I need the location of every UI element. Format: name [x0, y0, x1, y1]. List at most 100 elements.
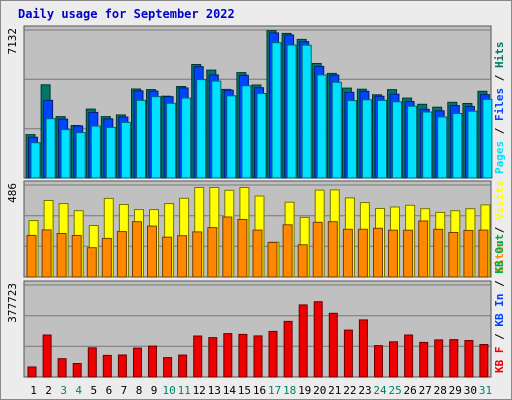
bar-pages-day-21: [331, 81, 342, 179]
bar-sites-day-14: [222, 216, 233, 278]
bar-sites-day-8: [132, 221, 142, 278]
bar-pages-day-14: [226, 95, 237, 179]
legend-separator: /: [493, 68, 506, 88]
bar-kb-f-day-18: [283, 320, 293, 378]
bar-kb-f-day-19: [298, 304, 308, 378]
x-tick-label-day-30: 30: [464, 384, 477, 397]
x-tick-label-day-9: 9: [151, 384, 158, 397]
bar-sites-day-6: [101, 237, 112, 278]
bar-kb-f-day-31: [479, 344, 489, 378]
legend-separator: /: [493, 121, 506, 141]
chart-title: Daily usage for September 2022: [18, 7, 235, 21]
bar-sites-day-16: [252, 229, 263, 278]
bar-kb-f-day-1: [27, 366, 37, 378]
legend-separator: /: [493, 220, 506, 240]
bar-pages-day-1: [30, 142, 41, 179]
bar-sites-day-30: [463, 229, 474, 278]
bar-kb-f-day-2: [42, 334, 52, 378]
bar-kb-f-day-15: [238, 333, 248, 378]
bar-sites-day-17: [267, 242, 278, 278]
x-tick-label-day-19: 19: [298, 384, 311, 397]
bar-sites-day-4: [71, 235, 82, 278]
x-tick-label-day-27: 27: [419, 384, 432, 397]
legend-kb-in: KB In: [493, 294, 506, 327]
bar-kb-f-day-8: [133, 347, 142, 378]
bar-pages-day-30: [467, 110, 478, 179]
bar-kb-f-day-21: [328, 312, 338, 378]
bar-pages-day-20: [316, 74, 327, 179]
x-tick-label-day-1: 1: [30, 384, 37, 397]
bar-sites-day-18: [282, 224, 293, 278]
bar-sites-day-26: [403, 229, 414, 278]
bar-pages-day-28: [437, 116, 448, 179]
panel-2-legend: Sites / Visits: [493, 180, 506, 273]
bar-pages-day-24: [377, 99, 387, 179]
bar-kb-f-day-22: [343, 329, 353, 378]
x-tick-label-day-28: 28: [434, 384, 447, 397]
bar-pages-day-18: [286, 44, 297, 179]
bar-sites-day-10: [162, 236, 173, 278]
x-tick-label-day-6: 6: [106, 384, 113, 397]
legend-files: Files: [493, 88, 506, 121]
x-tick-label-day-23: 23: [358, 384, 371, 397]
x-tick-label-day-21: 21: [328, 384, 341, 397]
bar-pages-day-10: [166, 102, 177, 179]
bar-pages-day-4: [75, 132, 86, 179]
bar-kb-f-day-17: [268, 330, 278, 378]
legend-separator: /: [493, 274, 506, 294]
bar-sites-day-5: [86, 247, 97, 278]
bar-sites-day-20: [312, 221, 323, 278]
bar-pages-day-2: [45, 118, 56, 179]
bar-kb-f-day-3: [57, 358, 67, 378]
x-tick-label-day-15: 15: [238, 384, 251, 397]
x-tick-label-day-14: 14: [223, 384, 237, 397]
bar-pages-day-5: [90, 125, 101, 179]
legend-hits: Hits: [493, 42, 506, 69]
bar-pages-day-12: [196, 79, 207, 179]
bar-kb-f-day-4: [72, 363, 82, 378]
bar-kb-f-day-13: [208, 337, 218, 378]
x-tick-label-day-8: 8: [136, 384, 143, 397]
x-tick-label-day-22: 22: [343, 384, 356, 397]
legend-kb-out: KB Out: [493, 234, 506, 274]
bar-kb-f-day-9: [148, 345, 157, 378]
x-tick-label-day-4: 4: [75, 384, 82, 397]
bar-sites-day-31: [478, 229, 489, 278]
bar-kb-f-day-25: [389, 341, 398, 378]
x-tick-label-day-31: 31: [479, 384, 492, 397]
legend-visits: Visits: [493, 180, 506, 220]
bar-kb-f-day-30: [464, 340, 474, 378]
bar-pages-day-19: [301, 44, 312, 179]
bar-sites-day-2: [41, 229, 52, 278]
legend-separator: /: [493, 327, 506, 347]
bar-sites-day-29: [448, 232, 459, 278]
bar-sites-day-28: [433, 228, 444, 278]
x-tick-label-day-3: 3: [60, 384, 67, 397]
bar-sites-day-19: [297, 244, 308, 278]
x-tick-label-day-13: 13: [208, 384, 221, 397]
x-tick-label-day-25: 25: [388, 384, 401, 397]
bar-sites-day-21: [327, 221, 338, 278]
bar-kb-f-day-6: [102, 354, 112, 378]
bar-kb-f-day-14: [223, 333, 233, 378]
bar-kb-f-day-5: [87, 347, 97, 378]
bar-kb-f-day-11: [178, 354, 188, 378]
bar-sites-day-1: [26, 234, 37, 278]
bar-kb-f-day-20: [313, 301, 323, 378]
bar-pages-day-3: [60, 129, 71, 179]
bar-kb-f-day-23: [358, 319, 368, 378]
bar-pages-day-9: [151, 96, 161, 179]
bar-sites-day-24: [373, 227, 383, 278]
bar-pages-day-17: [271, 42, 282, 179]
bar-sites-day-9: [147, 225, 157, 278]
bar-sites-day-3: [56, 233, 67, 278]
bar-sites-day-15: [237, 219, 248, 278]
bar-kb-f-day-7: [117, 354, 127, 378]
x-tick-label-day-17: 17: [268, 384, 281, 397]
bar-pages-day-8: [136, 99, 146, 179]
x-tick-label-day-16: 16: [253, 384, 266, 397]
bar-pages-day-22: [346, 100, 357, 179]
bar-pages-day-23: [361, 99, 372, 179]
bar-sites-day-25: [388, 229, 398, 278]
